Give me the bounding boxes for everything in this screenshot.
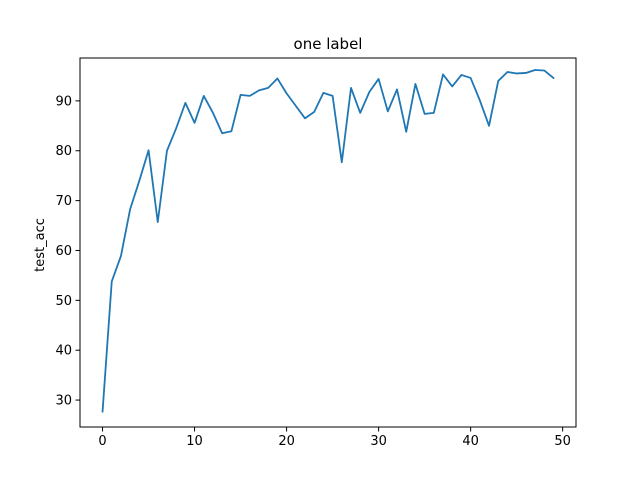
x-tick-label-20: 20 [278, 434, 295, 449]
y-tick-label-70: 70 [55, 194, 72, 209]
x-tick-label-0: 0 [98, 434, 106, 449]
y-tick-label-30: 30 [55, 394, 72, 409]
y-tick-label-60: 60 [55, 244, 72, 259]
x-tick-label-40: 40 [462, 434, 479, 449]
chart-title: one label [294, 35, 363, 53]
y-tick-label-90: 90 [55, 94, 72, 109]
x-tick-label-10: 10 [186, 434, 203, 449]
plot-area: 0 10 20 30 40 50 30 40 50 60 70 80 90 [55, 57, 577, 449]
x-tick-label-50: 50 [554, 434, 571, 449]
x-tick-label-30: 30 [370, 434, 387, 449]
axes-frame [79, 57, 577, 428]
y-tick-label-40: 40 [55, 344, 72, 359]
series-line-0 [101, 69, 555, 413]
y-axis-title: test_acc [33, 218, 48, 272]
y-tick-label-80: 80 [55, 144, 72, 159]
y-tick-label-50: 50 [55, 294, 72, 309]
